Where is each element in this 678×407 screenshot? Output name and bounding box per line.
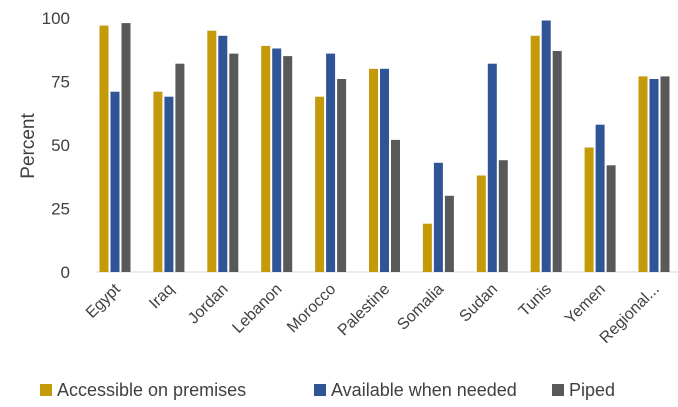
legend: Accessible on premises Available when nee… xyxy=(40,380,615,400)
y-axis-ticks: 0 25 50 75 100 xyxy=(42,9,70,282)
legend-label: Piped xyxy=(569,380,615,400)
bar-iraq-series-3 xyxy=(175,64,184,272)
bar-somalia-series-3 xyxy=(445,196,454,272)
legend-swatch xyxy=(40,384,52,396)
bar-morocco-series-3 xyxy=(337,79,346,272)
x-tick-label: Yemen xyxy=(562,281,609,328)
y-tick-label: 50 xyxy=(51,136,70,155)
bar-lebanon-series-2 xyxy=(272,49,281,273)
y-tick-label: 75 xyxy=(51,73,70,92)
bars-group xyxy=(100,21,670,273)
bar-egypt-series-2 xyxy=(111,92,120,272)
legend-swatch xyxy=(314,384,326,396)
y-tick-label: 25 xyxy=(51,200,70,219)
bar-regional-series-2 xyxy=(650,79,659,272)
bar-palestine-series-1 xyxy=(369,69,378,272)
bar-morocco-series-1 xyxy=(315,97,324,272)
bar-yemen-series-1 xyxy=(585,148,594,273)
bar-yemen-series-2 xyxy=(596,125,605,272)
bar-sudan-series-3 xyxy=(499,160,508,272)
x-tick-label: Lebanon xyxy=(229,281,285,337)
bar-regional-series-1 xyxy=(639,76,648,272)
legend-swatch xyxy=(552,384,564,396)
bar-lebanon-series-3 xyxy=(283,56,292,272)
bar-iraq-series-1 xyxy=(153,92,162,272)
bar-iraq-series-2 xyxy=(164,97,173,272)
x-tick-label: Jordan xyxy=(185,281,232,328)
bar-tunis-series-1 xyxy=(531,36,540,272)
x-tick-label: Iraq xyxy=(146,281,178,313)
legend-label: Accessible on premises xyxy=(57,380,246,400)
x-tick-label: Morocco xyxy=(284,281,339,336)
x-tick-label: Tunis xyxy=(516,281,555,320)
bar-sudan-series-2 xyxy=(488,64,497,272)
y-tick-label: 100 xyxy=(42,9,70,28)
x-tick-label: Palestine xyxy=(335,281,394,340)
bar-tunis-series-3 xyxy=(553,51,562,272)
bar-egypt-series-3 xyxy=(122,23,131,272)
x-tick-label: Somalia xyxy=(394,281,447,334)
bar-somalia-series-2 xyxy=(434,163,443,272)
x-tick-label: Sudan xyxy=(456,281,501,326)
y-axis-title: Percent xyxy=(18,113,39,179)
bar-jordan-series-3 xyxy=(229,54,238,272)
bar-sudan-series-1 xyxy=(477,176,486,273)
bar-egypt-series-1 xyxy=(100,26,109,272)
x-tick-label: Egypt xyxy=(83,280,124,321)
y-tick-label: 0 xyxy=(61,263,70,282)
bar-lebanon-series-1 xyxy=(261,46,270,272)
bar-jordan-series-2 xyxy=(218,36,227,272)
bar-tunis-series-2 xyxy=(542,21,551,273)
bar-yemen-series-3 xyxy=(607,165,616,272)
bar-somalia-series-1 xyxy=(423,224,432,272)
bar-morocco-series-2 xyxy=(326,54,335,272)
bar-jordan-series-1 xyxy=(207,31,216,272)
legend-label: Available when needed xyxy=(331,380,517,400)
bar-palestine-series-2 xyxy=(380,69,389,272)
bar-palestine-series-3 xyxy=(391,140,400,272)
bar-regional-series-3 xyxy=(661,76,670,272)
